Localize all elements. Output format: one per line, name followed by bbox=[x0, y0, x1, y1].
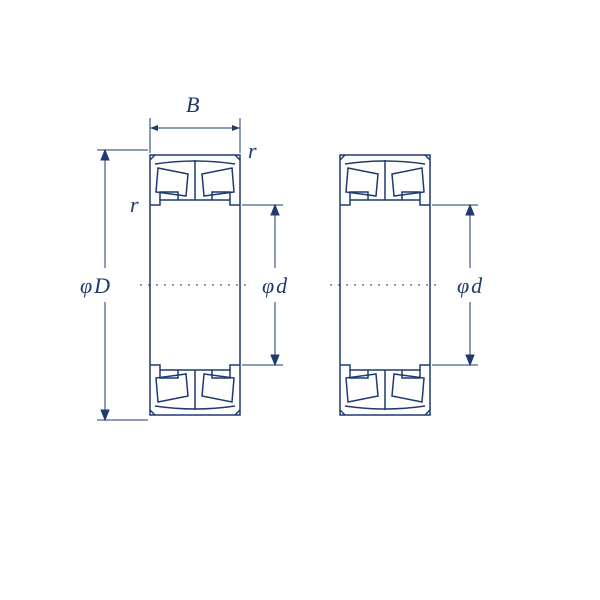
bearing-diagram: B r r φD φd bbox=[0, 0, 600, 600]
phi-symbol-3: φ bbox=[457, 273, 469, 298]
label-r-side: r bbox=[130, 192, 139, 217]
label-d1: d bbox=[276, 273, 288, 298]
upper-roller-section bbox=[150, 160, 240, 205]
left-bearing-view bbox=[140, 155, 250, 415]
lower-roller-section bbox=[150, 365, 240, 410]
svg-text:φd: φd bbox=[262, 273, 288, 298]
label-D: D bbox=[93, 273, 110, 298]
svg-text:φD: φD bbox=[80, 273, 110, 298]
upper-roller-section-right bbox=[340, 160, 430, 205]
phi-symbol: φ bbox=[80, 273, 92, 298]
label-phiD: φD bbox=[80, 273, 110, 298]
svg-text:φd: φd bbox=[457, 273, 483, 298]
right-bearing-view bbox=[330, 155, 440, 415]
phi-symbol-2: φ bbox=[262, 273, 274, 298]
label-r-top: r bbox=[248, 138, 257, 163]
lower-roller-section-right bbox=[340, 365, 430, 410]
label-B: B bbox=[186, 92, 199, 117]
label-d2: d bbox=[471, 273, 483, 298]
label-phid-1: φd bbox=[262, 273, 288, 298]
dimension-B bbox=[150, 118, 240, 153]
label-phid-2: φd bbox=[457, 273, 483, 298]
